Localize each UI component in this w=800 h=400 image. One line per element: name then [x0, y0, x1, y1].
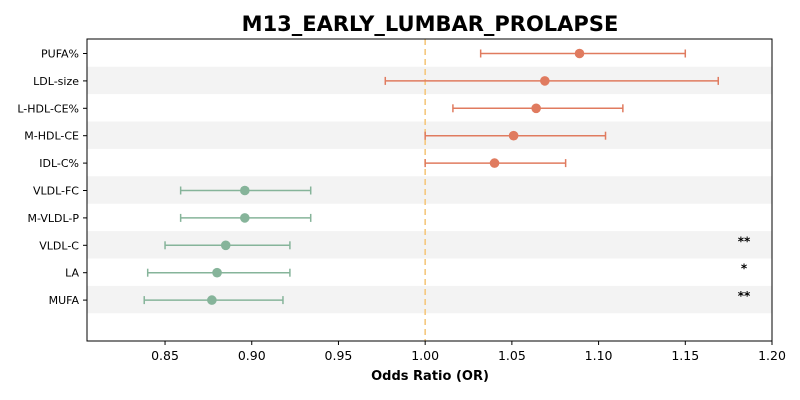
point-marker — [240, 213, 250, 223]
y-tick-label: IDL-C% — [39, 157, 79, 170]
y-axis: PUFA% LDL-size L-HDL-CE% M-HDL-CE IDL-C% VLDL… — [17, 48, 87, 307]
significance-marks: ***** — [738, 234, 751, 303]
point-marker — [212, 267, 222, 278]
y-tick-label: L-HDL-CE% — [17, 102, 79, 115]
x-axis: 0.85 0.90 0.95 1.00 1.05 1.10 1.15 1.20 — [151, 341, 786, 363]
x-tick-label: 1.00 — [411, 348, 439, 363]
y-tick-label: LA — [65, 267, 79, 280]
point-marker — [240, 185, 250, 196]
x-tick-label: 0.85 — [151, 348, 179, 363]
x-tick-label: 1.20 — [758, 348, 786, 363]
significance-mark: ** — [738, 234, 751, 248]
point-marker — [540, 76, 550, 86]
point-marker — [574, 48, 585, 59]
point-marker — [531, 103, 541, 114]
point-marker — [508, 130, 519, 141]
y-tick-label: M-HDL-CE — [24, 130, 79, 143]
significance-mark: ** — [738, 289, 751, 303]
y-tick-label: VLDL-FC — [33, 185, 79, 198]
x-tick-label: 1.05 — [498, 348, 526, 363]
x-tick-label: 0.90 — [238, 348, 266, 363]
y-tick-label: MUFA — [49, 294, 80, 307]
significance-mark: * — [741, 262, 748, 276]
chart-title: M13_EARLY_LUMBAR_PROLAPSE — [242, 12, 619, 36]
x-tick-label: 0.95 — [325, 348, 353, 363]
point-marker — [207, 295, 217, 305]
point-marker — [220, 240, 231, 251]
y-tick-label: VLDL-C — [39, 239, 79, 252]
x-tick-label: 1.15 — [671, 348, 699, 363]
point-markers — [207, 48, 585, 305]
y-tick-label: PUFA% — [41, 48, 79, 61]
y-tick-label: LDL-size — [33, 75, 79, 88]
y-tick-label: M-VLDL-P — [28, 212, 80, 225]
point-marker — [489, 158, 500, 168]
x-tick-label: 1.10 — [585, 348, 613, 363]
x-axis-title: Odds Ratio (OR) — [371, 369, 489, 384]
